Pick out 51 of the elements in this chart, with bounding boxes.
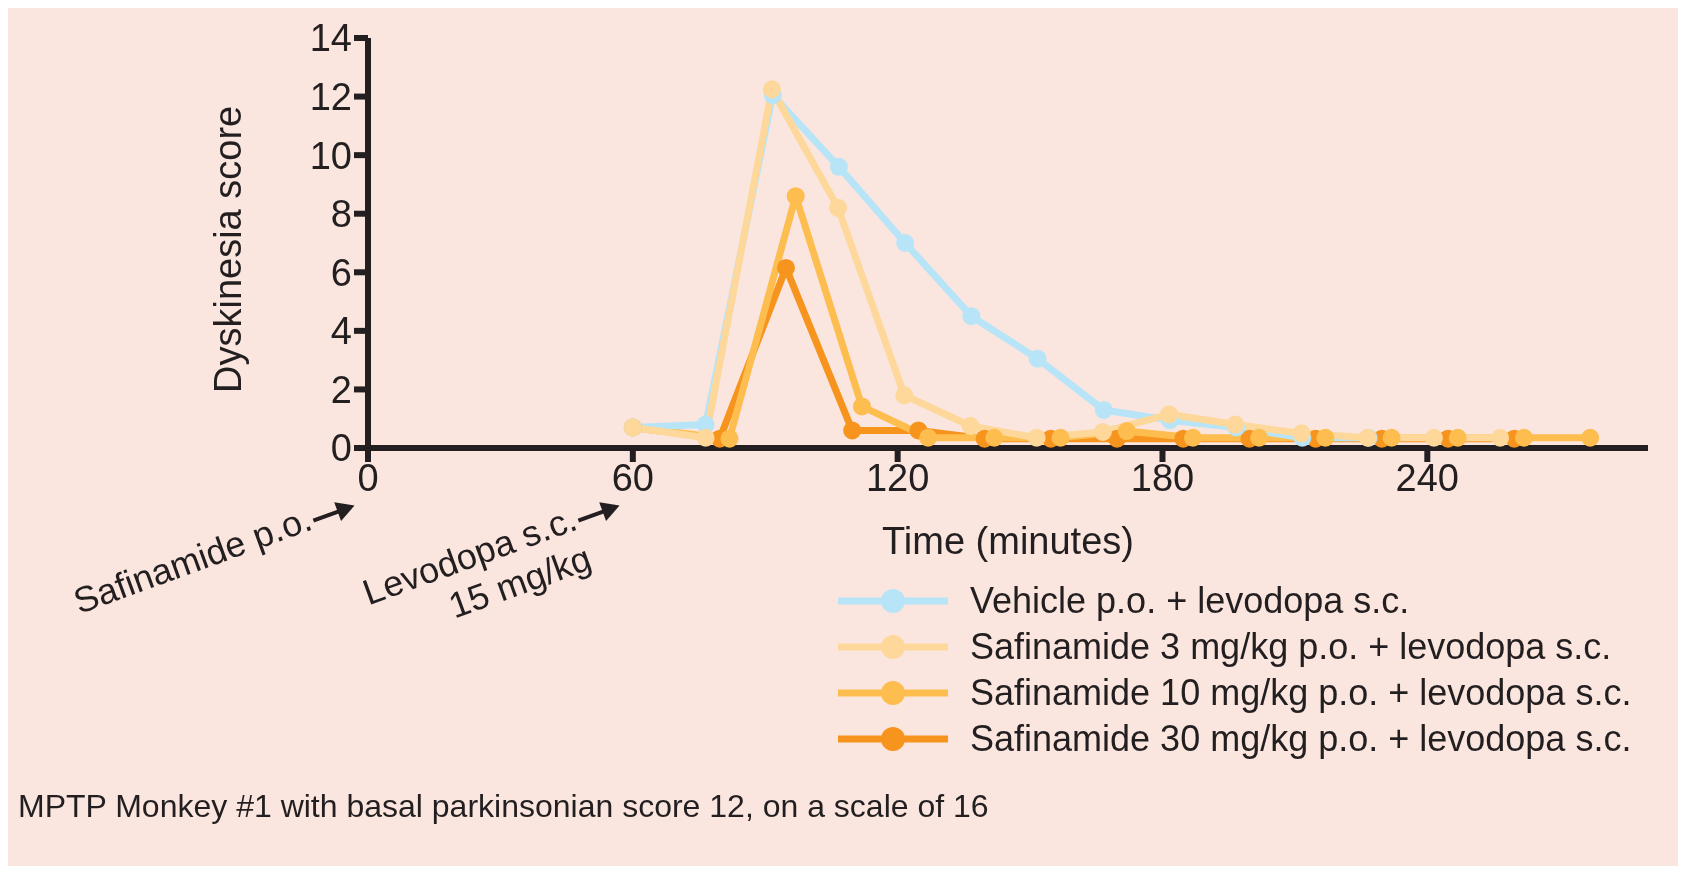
- point: [843, 421, 862, 440]
- point: [1093, 422, 1112, 441]
- y-tick-label: 0: [330, 427, 352, 470]
- point: [1028, 349, 1047, 368]
- point: [1094, 400, 1113, 419]
- x-tick-label: 120: [865, 456, 930, 499]
- point: [1581, 428, 1600, 447]
- y-tick-label: 2: [330, 368, 352, 411]
- point: [896, 234, 915, 252]
- y-axis-title: Dyskinesia score: [207, 105, 250, 393]
- x-tick-label: 180: [1130, 456, 1195, 499]
- point: [1316, 428, 1335, 447]
- text: MPTP Monkey #1 with basal parkinsonian score 12, on a scale of 16: [18, 788, 989, 825]
- point: [1424, 428, 1443, 447]
- point: [1448, 428, 1467, 447]
- x-axis-title: Time (minutes): [882, 520, 1134, 562]
- point: [1183, 428, 1202, 447]
- y-tick-label: 12: [309, 76, 352, 119]
- point: [895, 386, 914, 405]
- point: [1382, 428, 1401, 447]
- point: [1491, 428, 1510, 447]
- point: [852, 397, 871, 416]
- point: [985, 428, 1004, 447]
- y-tick-label: 6: [330, 251, 352, 294]
- point: [762, 80, 781, 99]
- point: [829, 198, 848, 217]
- point: [720, 429, 739, 448]
- legend-label: Safinamide 3 mg/kg p.o. + levodopa s.c.: [970, 626, 1612, 668]
- x-tick-label: 60: [611, 456, 654, 499]
- y-tick-label: 10: [309, 134, 352, 177]
- y-tick-label: 4: [330, 310, 352, 353]
- point: [1514, 428, 1533, 447]
- point: [1051, 428, 1070, 447]
- point: [776, 258, 795, 277]
- x-tick-label: 0: [357, 456, 379, 499]
- point: [829, 157, 848, 176]
- y-tick-label: 8: [330, 193, 352, 236]
- point: [1027, 428, 1046, 447]
- point: [696, 428, 715, 447]
- point: [1292, 424, 1311, 443]
- point: [1160, 405, 1179, 424]
- legend-label: Safinamide 30 mg/kg p.o. + levodopa s.c.: [970, 718, 1632, 760]
- x-tick-label: 240: [1395, 456, 1460, 499]
- point: [919, 428, 938, 447]
- point: [962, 307, 981, 326]
- point: [961, 417, 980, 436]
- legend-label: Vehicle p.o. + levodopa s.c.: [970, 580, 1410, 622]
- point: [1117, 422, 1136, 441]
- legend-label: Safinamide 10 mg/kg p.o. + levodopa s.c.: [970, 672, 1632, 714]
- point: [1250, 428, 1269, 447]
- y-tick-label: 14: [309, 17, 352, 60]
